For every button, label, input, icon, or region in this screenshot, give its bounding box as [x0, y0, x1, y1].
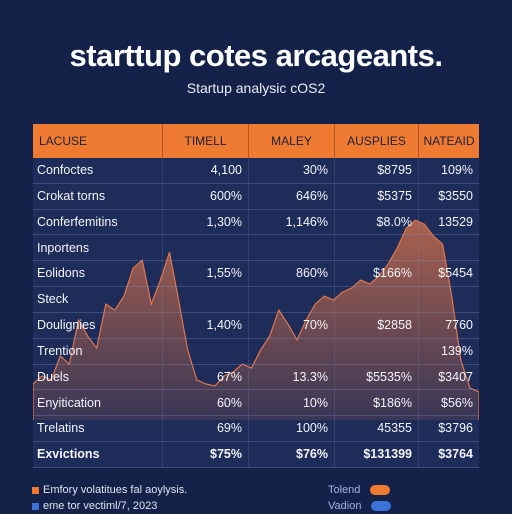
legend: Emfory volatitues fal aoylysis. eme tor v… [32, 482, 187, 514]
table-cell: 13.3% [249, 364, 335, 390]
column-header: LACUSE [33, 124, 163, 158]
table-cell: 1,55% [163, 261, 249, 287]
table-cell: 1,40% [163, 313, 249, 338]
table-header-row: LACUSE TIMELL MALEY AUSPLIES NATEAID [33, 124, 479, 158]
table-row: Doulignies 1,40% 70% $2858 7760 [33, 313, 479, 339]
series-toggle[interactable]: Vadion [328, 498, 392, 514]
column-header: MALEY [249, 124, 335, 158]
table-row: Enyitication 60% 10% $186% $56% [33, 390, 479, 417]
toggle-label: Vadion [328, 500, 362, 512]
table-cell: $166% [335, 261, 419, 287]
table-cell [163, 287, 249, 312]
table-cell: $131399 [335, 442, 419, 467]
table-cell: 139% [441, 343, 473, 358]
table-row: Conferfemitins 1,30% 1,146% $8.0% 13529 [33, 209, 479, 236]
table-cell: 600% [163, 183, 249, 209]
column-header: AUSPLIES [335, 124, 419, 158]
table-cell: $3407 [438, 369, 473, 384]
table-cell: 860% [249, 261, 335, 287]
legend-label: eme tor vectiml/7, 2023 [43, 500, 158, 512]
table-cell [335, 235, 419, 261]
table-cell: 1,146% [249, 209, 335, 235]
table-cell: $186% [335, 390, 419, 416]
data-table: LACUSE TIMELL MALEY AUSPLIES NATEAID Confoct… [33, 124, 479, 468]
toggle-switch[interactable] [371, 501, 392, 511]
table-cell [335, 287, 419, 312]
legend-item: Emfory volatitues fal aoylysis. [32, 482, 187, 498]
table-cell: $5454 [438, 266, 473, 281]
table-row: Trelatins 69% 100% 45355 $3796 [33, 416, 479, 443]
table-cell [419, 236, 479, 261]
row-label: Trelatins [33, 416, 163, 442]
legend-swatch [32, 486, 39, 494]
row-label: Enyitication [33, 390, 163, 416]
table-cell: $3550 [438, 188, 473, 203]
table-cell: 1,30% [163, 209, 249, 235]
table-cell: 646% [249, 183, 335, 209]
table-cell [163, 235, 249, 261]
table-cell: 60% [163, 390, 249, 416]
table-cell: 4,100 [163, 158, 249, 183]
table-row: Inportens [33, 235, 479, 262]
table-row: Eolidons 1,55% 860% $166% $5454 [33, 261, 479, 288]
page-title: starttup cotes arcageants. [69, 38, 443, 73]
table-cell: 45355 [335, 416, 419, 442]
table-cell: 69% [163, 416, 249, 442]
column-header: NATEAID [423, 134, 475, 148]
column-header: TIMELL [163, 124, 249, 158]
table-cell: 7760 [445, 318, 473, 332]
table-cell: $5375 [335, 183, 419, 209]
table-row: Confoctes 4,100 30% $8795 109% [33, 158, 479, 184]
legend-label: Emfory volatitues fal aoylysis. [43, 484, 188, 496]
row-label: Steck [33, 287, 163, 312]
row-label: Exvictions [33, 442, 163, 467]
row-label: Crokat torns [33, 183, 163, 209]
table-cell: 30% [249, 158, 335, 183]
table-cell: 109% [441, 163, 473, 177]
table-cell: $3796 [438, 421, 473, 436]
table-cell [249, 287, 335, 312]
table-cell: $76% [249, 442, 335, 467]
row-label: Doulignies [33, 313, 163, 338]
table-cell: $5535% [335, 364, 419, 390]
table-cell: 10% [249, 390, 335, 416]
table-cell: $56% [441, 395, 473, 410]
table-cell [163, 338, 249, 364]
row-label: Inportens [33, 235, 163, 261]
toggle-switch[interactable] [370, 485, 391, 495]
row-label: Eolidons [33, 261, 163, 287]
legend-item: eme tor vectiml/7, 2023 [32, 498, 187, 514]
series-toggles: Tolend Vadion [328, 482, 392, 514]
table-row: Trention 139% [33, 338, 479, 365]
table-cell: 13529 [438, 214, 473, 229]
toggle-label: Tolend [328, 484, 361, 496]
table-cell: $3764 [438, 447, 473, 462]
series-toggle[interactable]: Tolend [328, 482, 391, 498]
table-row: Exvictions $75% $76% $131399 $3764 [33, 442, 479, 468]
row-label: Confoctes [33, 158, 163, 183]
table-cell [335, 338, 419, 364]
table-cell: $75% [163, 442, 249, 467]
table-cell [249, 235, 335, 261]
table-row: Duels 67% 13.3% $5535% $3407 [33, 364, 479, 391]
table-cell [249, 338, 335, 364]
table-cell: $8795 [335, 158, 419, 183]
row-label: Trention [33, 338, 163, 364]
table-cell: $2858 [335, 313, 419, 338]
table-row: Crokat torns 600% 646% $5375 $3550 [33, 183, 479, 210]
table-row: Steck [33, 287, 479, 313]
table-cell: 70% [249, 313, 335, 338]
page-subtitle: Startup analysic cOS2 [186, 80, 326, 96]
row-label: Conferfemitins [33, 209, 163, 235]
table-cell: $8.0% [335, 209, 419, 235]
table-cell: 67% [163, 364, 249, 390]
table-body: Confoctes 4,100 30% $8795 109% Crokat torns 60… [33, 158, 479, 468]
table-cell [419, 287, 479, 312]
row-label: Duels [33, 364, 163, 390]
legend-swatch [32, 502, 39, 510]
table-cell: 100% [249, 416, 335, 442]
